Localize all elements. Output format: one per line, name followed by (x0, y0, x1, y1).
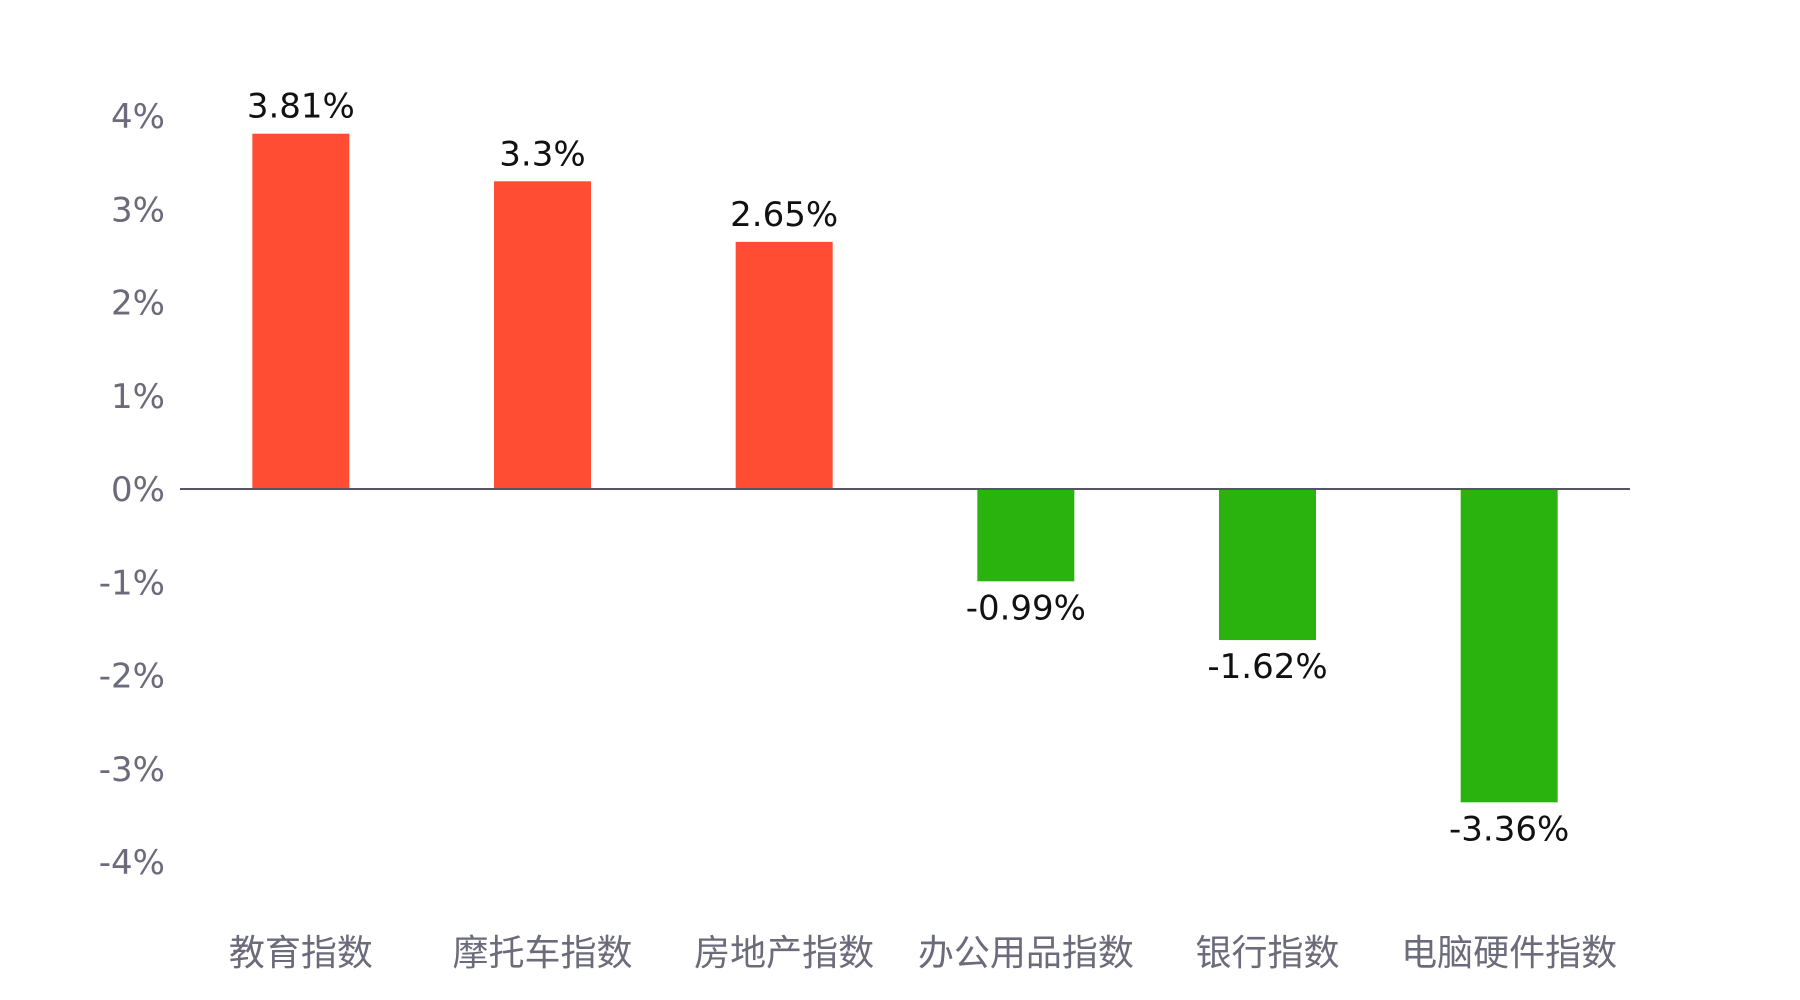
y-tick-label: -2% (99, 657, 165, 697)
bar (735, 241, 833, 489)
category-label: 银行指数 (1195, 933, 1339, 974)
category-label: 摩托车指数 (452, 933, 632, 974)
data-label: -1.62% (1207, 647, 1327, 687)
y-tick-label: 1% (111, 377, 165, 417)
category-label: 办公用品指数 (918, 933, 1134, 974)
x-axis-categories: 教育指数 摩托车指数 房地产指数 办公用品指数 银行指数 电脑硬件指数 (229, 933, 1617, 974)
y-tick-label: -1% (99, 563, 165, 603)
y-axis-ticks: 4% 3% 2% 1% 0% -1% -2% -3% -4% (99, 97, 165, 883)
bar (1460, 489, 1558, 803)
bar (1219, 489, 1316, 641)
data-label: -3.36% (1449, 809, 1569, 849)
data-labels-group: 3.81% 3.3% 2.65% -0.99% -1.62% -3.36% (247, 87, 1569, 850)
data-label: -0.99% (966, 588, 1086, 628)
data-label: 3.81% (247, 87, 355, 127)
bars-group (252, 133, 1558, 803)
y-tick-label: 0% (111, 470, 165, 510)
bar (494, 181, 591, 489)
bar (252, 133, 350, 489)
y-tick-label: -4% (99, 843, 165, 883)
category-label: 房地产指数 (694, 933, 874, 974)
y-tick-label: 3% (111, 190, 165, 230)
y-tick-label: 2% (111, 284, 165, 324)
data-label: 2.65% (730, 195, 838, 235)
category-label: 电脑硬件指数 (1401, 933, 1617, 974)
bar (977, 489, 1075, 582)
y-tick-label: -3% (99, 750, 165, 790)
category-label: 教育指数 (229, 933, 373, 974)
y-tick-label: 4% (111, 97, 165, 137)
data-label: 3.3% (499, 134, 585, 174)
